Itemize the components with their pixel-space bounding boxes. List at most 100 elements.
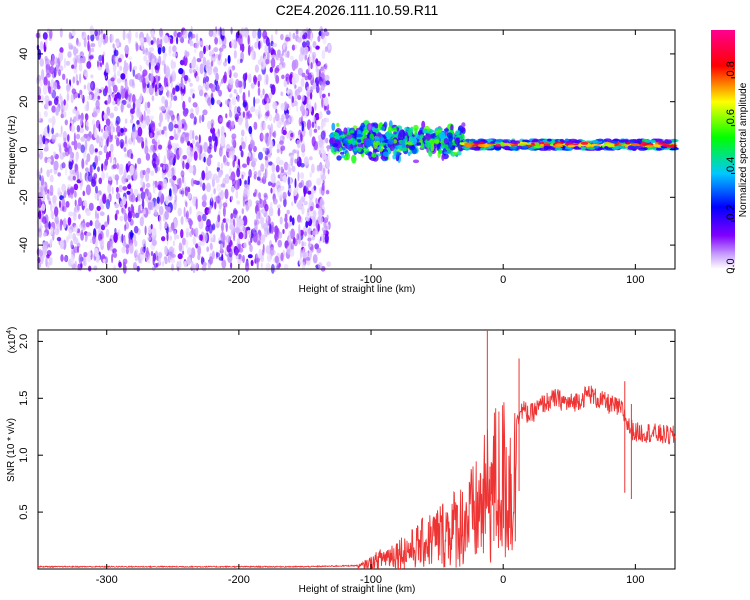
spectrogram-cell <box>160 105 166 112</box>
spectrogram-cell <box>117 70 121 77</box>
spectrogram-cell <box>62 73 66 81</box>
spectrogram-cell <box>469 147 480 151</box>
spectrogram-cell <box>441 153 445 161</box>
spectrogram-cell <box>39 58 45 67</box>
spectrogram-cell <box>162 178 168 189</box>
spectrogram-cell <box>206 219 211 228</box>
spectrogram-cell <box>305 40 310 47</box>
spectrogram-cell <box>278 64 283 70</box>
spectrogram-cell <box>201 256 204 266</box>
spectrogram-cell <box>73 246 78 254</box>
spectrogram-cell <box>153 184 156 194</box>
spectrogram-cell <box>309 205 314 212</box>
spectrogram-cell <box>297 67 303 76</box>
spectrogram-cell <box>262 147 267 152</box>
spectrogram-cell <box>307 233 313 239</box>
spectrogram-cell <box>114 135 118 140</box>
spectrogram-cell <box>532 139 539 143</box>
spectrogram-cell <box>66 85 70 94</box>
spectrogram-cell <box>314 102 317 111</box>
spectrogram-cell <box>139 76 143 83</box>
spectrogram-cell <box>192 236 196 246</box>
spectrogram-cell <box>131 114 134 121</box>
spectrogram-cell <box>76 170 80 176</box>
spectrogram-cell <box>304 96 307 102</box>
spectrogram-cell <box>100 224 106 231</box>
spectrogram-cell <box>79 57 84 64</box>
spectrogram-cell <box>230 262 233 269</box>
spectrogram-cell <box>188 78 191 83</box>
spectrogram-cell <box>620 139 628 143</box>
spectrogram-cell <box>89 164 93 175</box>
spectrogram-cell <box>113 252 118 258</box>
spectrogram-cell <box>591 140 599 144</box>
spectrogram-cell <box>164 99 169 108</box>
spectrogram-cell <box>291 165 296 173</box>
spectrogram-cell <box>174 229 177 241</box>
spectrogram-cell <box>147 190 151 198</box>
spectrogram-cell <box>280 102 286 111</box>
colorbar-tick-label: 0.8 <box>725 61 737 76</box>
spectrogram-cell <box>168 188 172 197</box>
spectrogram-cell <box>98 150 103 156</box>
spectrogram-cell <box>252 227 256 235</box>
spectrogram-cell <box>319 216 323 224</box>
spectrogram-cell <box>84 113 89 121</box>
spectrogram-cell <box>313 141 318 151</box>
spectrogram-cell <box>218 169 223 178</box>
spectrogram-cell <box>43 241 49 246</box>
spectrogram-cell <box>226 244 231 253</box>
spectrogram-cell <box>215 195 221 204</box>
spectrogram-cell <box>128 92 131 102</box>
spectrogram-cell <box>134 249 139 257</box>
spectrogram-cell <box>218 146 223 157</box>
spectrogram-cell <box>113 57 115 67</box>
spectrogram-cell <box>42 32 48 40</box>
spectrogram-cell <box>319 161 323 172</box>
spectrogram-cell <box>297 171 300 182</box>
spectrogram-cell <box>89 143 95 155</box>
spectrogram-cell <box>71 141 75 146</box>
spectrogram-cell <box>299 248 303 260</box>
spectrogram-cell <box>245 118 249 129</box>
spectrogram-cell <box>198 134 201 144</box>
spectrogram-cell <box>161 236 166 242</box>
spectrogram-cell <box>104 158 109 167</box>
spectrogram-cell <box>301 121 304 132</box>
spectrogram-cell <box>242 254 245 264</box>
spectrogram-cell <box>250 160 256 168</box>
spectrogram-cell <box>310 62 313 70</box>
spectrogram-cell <box>479 147 488 151</box>
spectrogram-cell <box>180 170 185 178</box>
spectrogram-cell <box>204 207 209 215</box>
spectrogram-cell <box>65 60 71 66</box>
spectrogram-cell <box>443 151 450 155</box>
spectrogram-cell <box>195 198 198 210</box>
spectrogram-cell <box>268 161 273 166</box>
colorbar: 0.0 0.2 0.4 0.6 0.8 Normalized spectral ampl… <box>711 30 749 274</box>
spectrogram-cell <box>314 112 320 121</box>
spectrogram-cell <box>183 260 187 268</box>
spectrogram-cell <box>170 167 175 178</box>
spectrogram-cell <box>43 110 48 118</box>
spectrogram-cell <box>156 88 160 96</box>
spectrogram-cell <box>236 167 241 178</box>
snr-x-label: Height of straight line (km) <box>299 584 416 595</box>
spectrogram-cell <box>258 192 261 200</box>
spectrogram-cell <box>56 236 62 242</box>
spectrogram-cell <box>281 50 284 56</box>
spectrogram-cell <box>236 106 241 114</box>
spectrogram-cell <box>630 143 640 147</box>
spectrogram-cell <box>190 178 195 187</box>
spectrogram-cell <box>280 252 284 261</box>
spectrogram-cell <box>189 112 195 119</box>
spectrogram-cell <box>61 183 67 193</box>
spectrogram-cell <box>225 121 231 128</box>
spectrogram-cell <box>73 183 79 191</box>
spectrogram-cell <box>220 135 226 147</box>
spectrogram-cell <box>167 206 171 213</box>
spectrogram-cell <box>179 33 184 43</box>
spectrogram-cell <box>122 29 126 41</box>
spectrogram-cell <box>416 142 422 146</box>
spectrogram-cell <box>308 104 312 113</box>
